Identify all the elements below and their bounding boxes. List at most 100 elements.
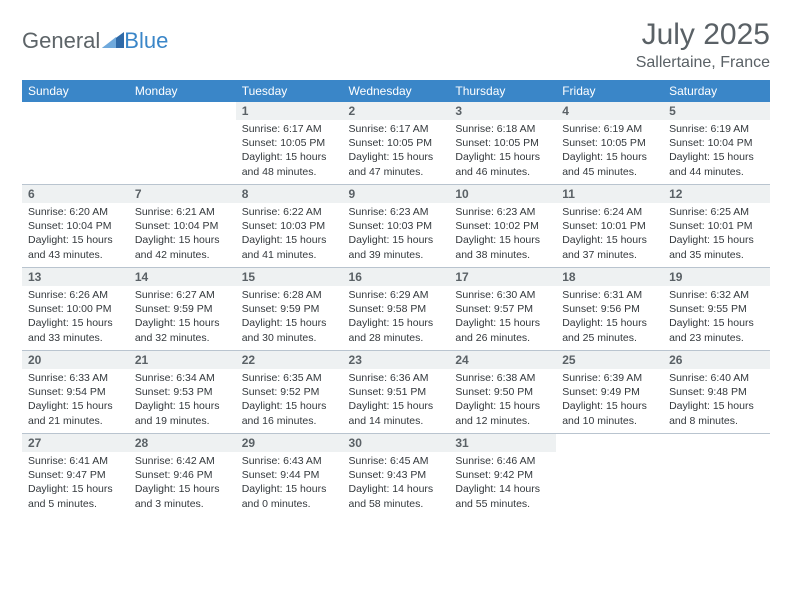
page-title: July 2025 xyxy=(636,18,770,52)
day-details: Sunrise: 6:19 AM Sunset: 10:04 PM Daylig… xyxy=(663,120,770,183)
day-number: 15 xyxy=(236,268,343,286)
day-details: Sunrise: 6:22 AM Sunset: 10:03 PM Daylig… xyxy=(236,203,343,266)
day-number: 17 xyxy=(449,268,556,286)
calendar-day-cell xyxy=(556,434,663,517)
day-number: 31 xyxy=(449,434,556,452)
calendar-week-row: 1Sunrise: 6:17 AM Sunset: 10:05 PM Dayli… xyxy=(22,102,770,185)
day-details: Sunrise: 6:19 AM Sunset: 10:05 PM Daylig… xyxy=(556,120,663,183)
calendar-week-row: 20Sunrise: 6:33 AM Sunset: 9:54 PM Dayli… xyxy=(22,351,770,434)
day-details: Sunrise: 6:18 AM Sunset: 10:05 PM Daylig… xyxy=(449,120,556,183)
day-number: 20 xyxy=(22,351,129,369)
day-details: Sunrise: 6:45 AM Sunset: 9:43 PM Dayligh… xyxy=(343,452,450,515)
day-header: Monday xyxy=(129,80,236,102)
day-number: 11 xyxy=(556,185,663,203)
calendar-day-cell: 24Sunrise: 6:38 AM Sunset: 9:50 PM Dayli… xyxy=(449,351,556,434)
calendar-day-cell: 19Sunrise: 6:32 AM Sunset: 9:55 PM Dayli… xyxy=(663,268,770,351)
calendar-day-cell: 27Sunrise: 6:41 AM Sunset: 9:47 PM Dayli… xyxy=(22,434,129,517)
calendar-day-cell: 8Sunrise: 6:22 AM Sunset: 10:03 PM Dayli… xyxy=(236,185,343,268)
day-details: Sunrise: 6:38 AM Sunset: 9:50 PM Dayligh… xyxy=(449,369,556,432)
calendar-week-row: 13Sunrise: 6:26 AM Sunset: 10:00 PM Dayl… xyxy=(22,268,770,351)
calendar-day-cell xyxy=(22,102,129,185)
calendar-day-cell: 20Sunrise: 6:33 AM Sunset: 9:54 PM Dayli… xyxy=(22,351,129,434)
calendar-day-cell: 15Sunrise: 6:28 AM Sunset: 9:59 PM Dayli… xyxy=(236,268,343,351)
day-number: 24 xyxy=(449,351,556,369)
day-details: Sunrise: 6:43 AM Sunset: 9:44 PM Dayligh… xyxy=(236,452,343,515)
day-number: 9 xyxy=(343,185,450,203)
day-details: Sunrise: 6:23 AM Sunset: 10:03 PM Daylig… xyxy=(343,203,450,266)
day-number: 30 xyxy=(343,434,450,452)
calendar-day-cell xyxy=(129,102,236,185)
calendar-day-cell: 25Sunrise: 6:39 AM Sunset: 9:49 PM Dayli… xyxy=(556,351,663,434)
calendar-header-row: SundayMondayTuesdayWednesdayThursdayFrid… xyxy=(22,80,770,102)
calendar-day-cell: 17Sunrise: 6:30 AM Sunset: 9:57 PM Dayli… xyxy=(449,268,556,351)
day-details: Sunrise: 6:35 AM Sunset: 9:52 PM Dayligh… xyxy=(236,369,343,432)
day-number: 26 xyxy=(663,351,770,369)
calendar-day-cell: 9Sunrise: 6:23 AM Sunset: 10:03 PM Dayli… xyxy=(343,185,450,268)
day-details: Sunrise: 6:41 AM Sunset: 9:47 PM Dayligh… xyxy=(22,452,129,515)
day-details: Sunrise: 6:20 AM Sunset: 10:04 PM Daylig… xyxy=(22,203,129,266)
day-number: 16 xyxy=(343,268,450,286)
day-number: 3 xyxy=(449,102,556,120)
calendar-day-cell: 3Sunrise: 6:18 AM Sunset: 10:05 PM Dayli… xyxy=(449,102,556,185)
day-number: 7 xyxy=(129,185,236,203)
day-header: Saturday xyxy=(663,80,770,102)
day-header: Wednesday xyxy=(343,80,450,102)
day-header: Friday xyxy=(556,80,663,102)
calendar-day-cell: 23Sunrise: 6:36 AM Sunset: 9:51 PM Dayli… xyxy=(343,351,450,434)
day-details: Sunrise: 6:29 AM Sunset: 9:58 PM Dayligh… xyxy=(343,286,450,349)
calendar-day-cell: 16Sunrise: 6:29 AM Sunset: 9:58 PM Dayli… xyxy=(343,268,450,351)
day-number: 12 xyxy=(663,185,770,203)
calendar-day-cell: 13Sunrise: 6:26 AM Sunset: 10:00 PM Dayl… xyxy=(22,268,129,351)
day-number: 1 xyxy=(236,102,343,120)
day-details: Sunrise: 6:36 AM Sunset: 9:51 PM Dayligh… xyxy=(343,369,450,432)
calendar-day-cell: 6Sunrise: 6:20 AM Sunset: 10:04 PM Dayli… xyxy=(22,185,129,268)
day-header: Sunday xyxy=(22,80,129,102)
day-details: Sunrise: 6:26 AM Sunset: 10:00 PM Daylig… xyxy=(22,286,129,349)
day-details: Sunrise: 6:17 AM Sunset: 10:05 PM Daylig… xyxy=(236,120,343,183)
day-details: Sunrise: 6:23 AM Sunset: 10:02 PM Daylig… xyxy=(449,203,556,266)
calendar-day-cell xyxy=(663,434,770,517)
calendar-day-cell: 30Sunrise: 6:45 AM Sunset: 9:43 PM Dayli… xyxy=(343,434,450,517)
calendar-day-cell: 21Sunrise: 6:34 AM Sunset: 9:53 PM Dayli… xyxy=(129,351,236,434)
day-details: Sunrise: 6:32 AM Sunset: 9:55 PM Dayligh… xyxy=(663,286,770,349)
calendar-day-cell: 14Sunrise: 6:27 AM Sunset: 9:59 PM Dayli… xyxy=(129,268,236,351)
day-number: 6 xyxy=(22,185,129,203)
day-number: 8 xyxy=(236,185,343,203)
day-details: Sunrise: 6:39 AM Sunset: 9:49 PM Dayligh… xyxy=(556,369,663,432)
day-header: Tuesday xyxy=(236,80,343,102)
day-header: Thursday xyxy=(449,80,556,102)
calendar-day-cell: 7Sunrise: 6:21 AM Sunset: 10:04 PM Dayli… xyxy=(129,185,236,268)
logo-text-1: General xyxy=(22,28,100,54)
day-details: Sunrise: 6:31 AM Sunset: 9:56 PM Dayligh… xyxy=(556,286,663,349)
day-number: 14 xyxy=(129,268,236,286)
calendar-day-cell: 26Sunrise: 6:40 AM Sunset: 9:48 PM Dayli… xyxy=(663,351,770,434)
day-details: Sunrise: 6:34 AM Sunset: 9:53 PM Dayligh… xyxy=(129,369,236,432)
calendar-day-cell: 28Sunrise: 6:42 AM Sunset: 9:46 PM Dayli… xyxy=(129,434,236,517)
day-details: Sunrise: 6:30 AM Sunset: 9:57 PM Dayligh… xyxy=(449,286,556,349)
day-number: 10 xyxy=(449,185,556,203)
calendar-day-cell: 11Sunrise: 6:24 AM Sunset: 10:01 PM Dayl… xyxy=(556,185,663,268)
day-number: 29 xyxy=(236,434,343,452)
calendar-day-cell: 12Sunrise: 6:25 AM Sunset: 10:01 PM Dayl… xyxy=(663,185,770,268)
day-number: 28 xyxy=(129,434,236,452)
day-number: 13 xyxy=(22,268,129,286)
day-details: Sunrise: 6:28 AM Sunset: 9:59 PM Dayligh… xyxy=(236,286,343,349)
day-details: Sunrise: 6:17 AM Sunset: 10:05 PM Daylig… xyxy=(343,120,450,183)
day-details: Sunrise: 6:42 AM Sunset: 9:46 PM Dayligh… xyxy=(129,452,236,515)
day-details: Sunrise: 6:33 AM Sunset: 9:54 PM Dayligh… xyxy=(22,369,129,432)
calendar-day-cell: 18Sunrise: 6:31 AM Sunset: 9:56 PM Dayli… xyxy=(556,268,663,351)
calendar-day-cell: 2Sunrise: 6:17 AM Sunset: 10:05 PM Dayli… xyxy=(343,102,450,185)
day-number: 19 xyxy=(663,268,770,286)
calendar-day-cell: 29Sunrise: 6:43 AM Sunset: 9:44 PM Dayli… xyxy=(236,434,343,517)
day-number: 23 xyxy=(343,351,450,369)
day-number: 25 xyxy=(556,351,663,369)
calendar-day-cell: 5Sunrise: 6:19 AM Sunset: 10:04 PM Dayli… xyxy=(663,102,770,185)
calendar-day-cell: 10Sunrise: 6:23 AM Sunset: 10:02 PM Dayl… xyxy=(449,185,556,268)
day-details: Sunrise: 6:25 AM Sunset: 10:01 PM Daylig… xyxy=(663,203,770,266)
day-details: Sunrise: 6:40 AM Sunset: 9:48 PM Dayligh… xyxy=(663,369,770,432)
day-number: 21 xyxy=(129,351,236,369)
day-number: 22 xyxy=(236,351,343,369)
day-number: 4 xyxy=(556,102,663,120)
day-details: Sunrise: 6:24 AM Sunset: 10:01 PM Daylig… xyxy=(556,203,663,266)
logo-triangle-icon xyxy=(102,28,124,54)
